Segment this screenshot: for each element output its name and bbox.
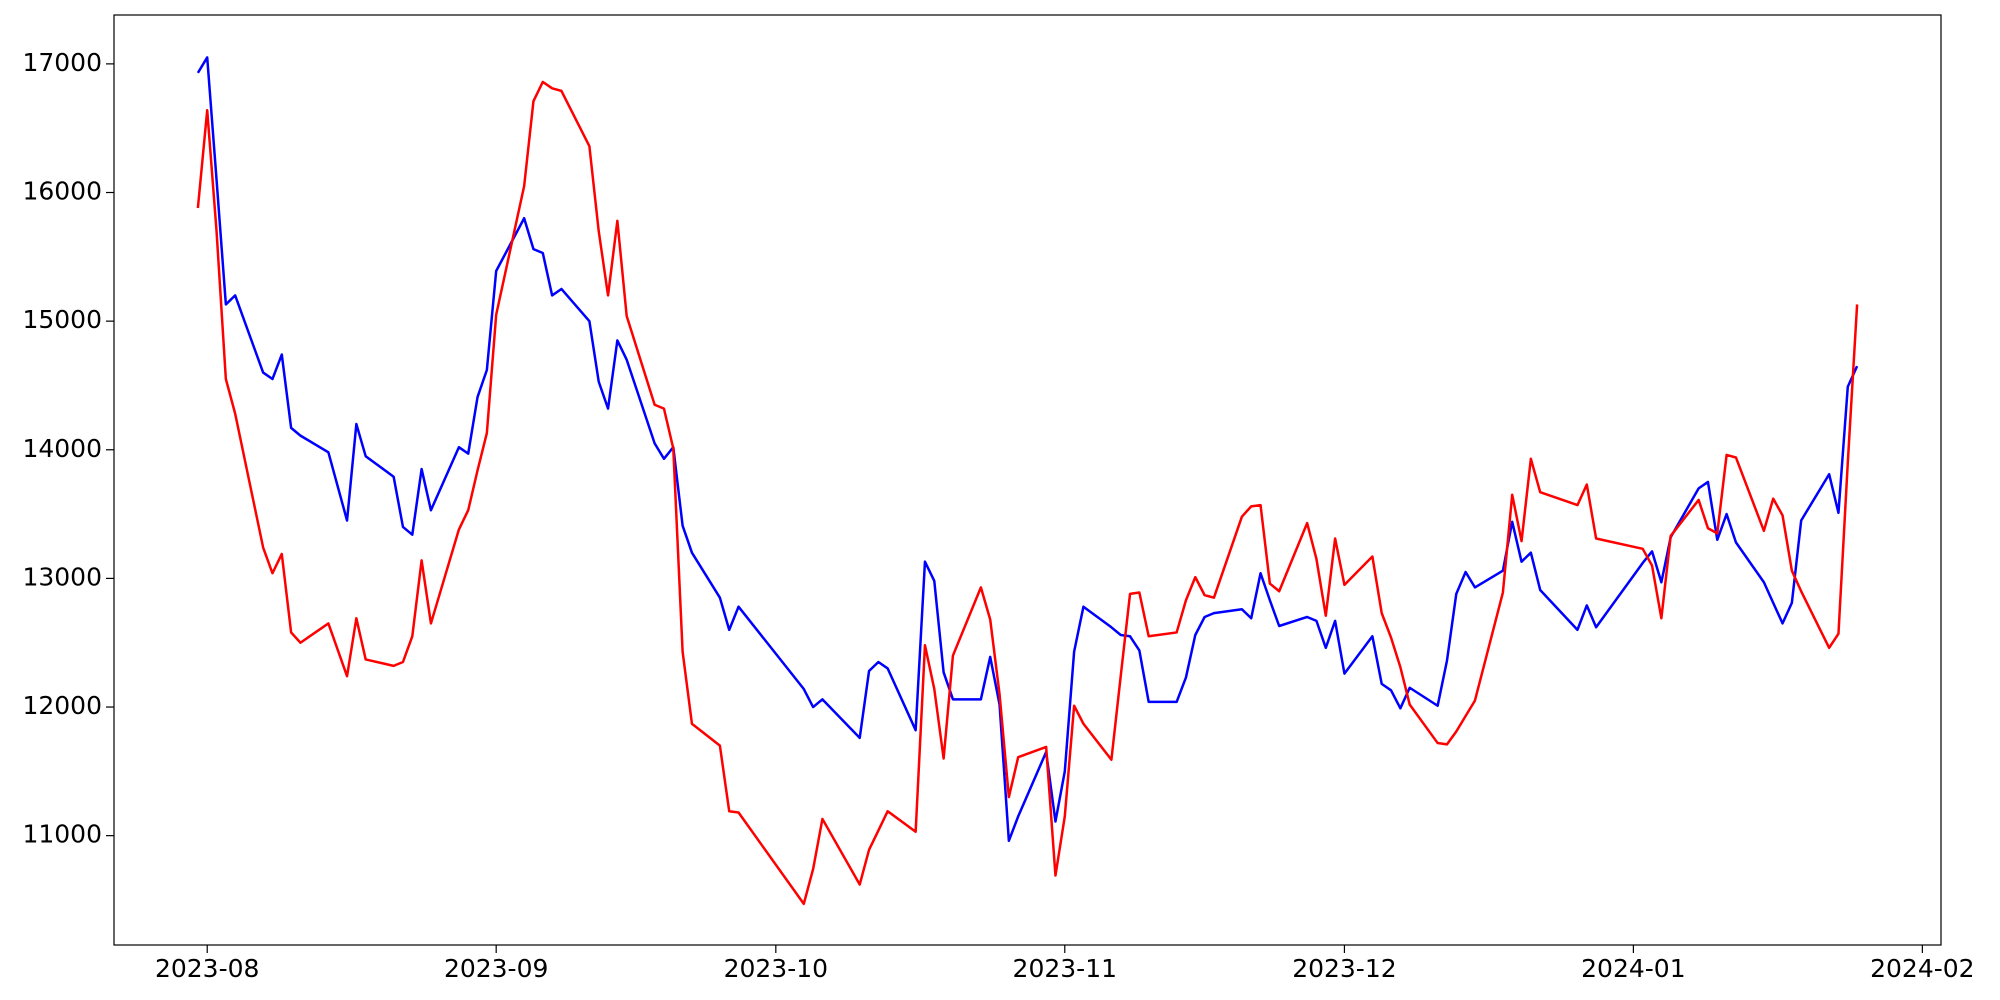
plot-frame xyxy=(113,14,1942,946)
x-tick-label: 2023-09 xyxy=(444,954,548,983)
x-tick-label: 2023-08 xyxy=(155,954,259,983)
y-tick-label: 11000 xyxy=(22,820,102,849)
x-tick-label: 2023-12 xyxy=(1292,954,1396,983)
series-line xyxy=(196,56,1859,843)
y-tick-label: 12000 xyxy=(22,691,102,720)
x-tick-label: 2024-02 xyxy=(1870,954,1974,983)
y-tick-label: 15000 xyxy=(22,305,102,334)
y-tick-label: 13000 xyxy=(22,562,102,591)
x-tick-label: 2023-11 xyxy=(1013,954,1117,983)
x-tick-label: 2024-01 xyxy=(1581,954,1685,983)
series-line xyxy=(196,80,1859,906)
y-tick-label: 16000 xyxy=(22,177,102,206)
y-tick-label: 17000 xyxy=(22,48,102,77)
x-tick-label: 2023-10 xyxy=(724,954,828,983)
y-tick-label: 14000 xyxy=(22,434,102,463)
